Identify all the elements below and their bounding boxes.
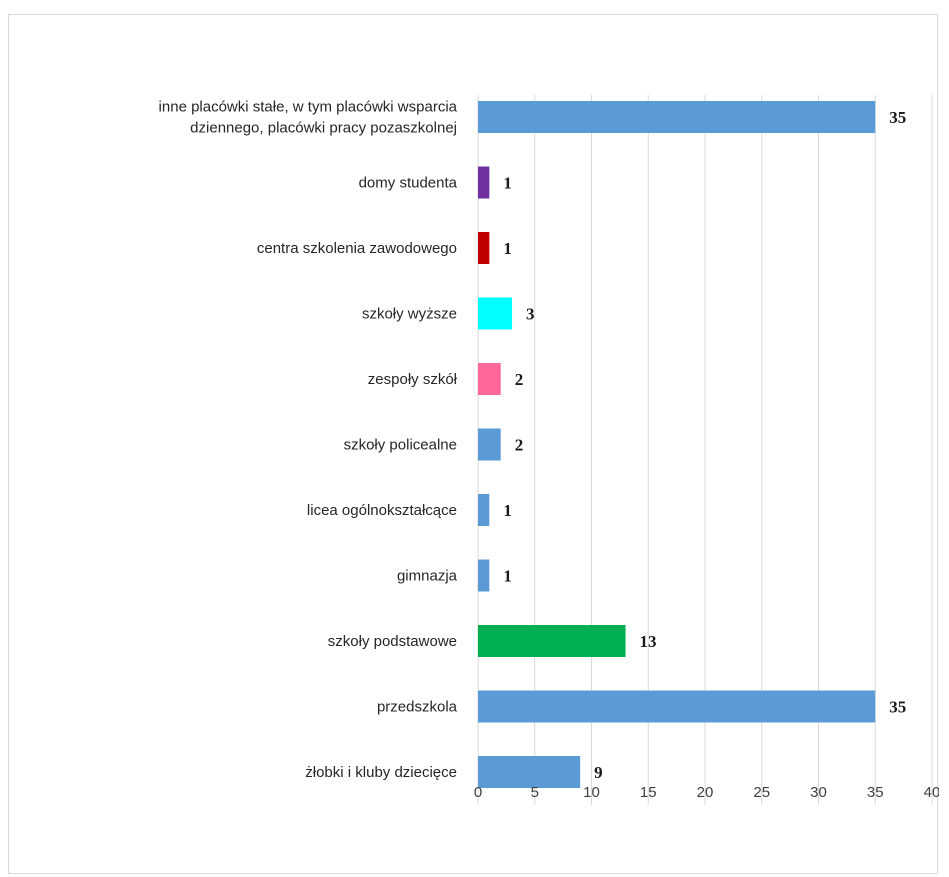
bars bbox=[478, 101, 876, 788]
category-label: dziennego, placówki pracy pozaszkolnej bbox=[190, 120, 457, 137]
category-label: szkoły policealne bbox=[344, 437, 457, 454]
category-label: licea ogólnokształcące bbox=[307, 502, 457, 519]
data-label: 1 bbox=[503, 239, 512, 258]
x-tick-label: 15 bbox=[640, 784, 657, 801]
category-label: żłobki i kluby dziecięce bbox=[305, 764, 457, 781]
data-label: 35 bbox=[889, 108, 906, 127]
x-axis-ticks: 0 5 10 15 20 25 30 35 40 bbox=[474, 784, 939, 801]
bar bbox=[478, 101, 876, 133]
data-label: 1 bbox=[503, 567, 512, 586]
bar-chart: inne placówki stałe, w tym placówki wspa… bbox=[159, 95, 939, 805]
bar bbox=[478, 625, 626, 657]
category-label: przedszkola bbox=[377, 699, 458, 716]
bar bbox=[478, 363, 501, 395]
bar bbox=[478, 232, 490, 264]
x-tick-label: 5 bbox=[531, 784, 539, 801]
data-label: 3 bbox=[526, 305, 535, 324]
category-label: domy studenta bbox=[359, 175, 458, 192]
gridlines bbox=[477, 95, 933, 805]
category-label: szkoły wyższe bbox=[362, 306, 457, 323]
chart-area: inne placówki stałe, w tym placówki wspa… bbox=[8, 14, 939, 874]
bar bbox=[478, 690, 876, 723]
data-label: 35 bbox=[889, 698, 906, 717]
data-label: 13 bbox=[640, 632, 657, 651]
bar bbox=[478, 559, 490, 592]
data-label: 1 bbox=[503, 174, 512, 193]
bar bbox=[478, 297, 513, 330]
data-label: 2 bbox=[515, 436, 524, 455]
bar bbox=[478, 756, 581, 788]
x-tick-label: 20 bbox=[697, 784, 714, 801]
x-tick-label: 30 bbox=[810, 784, 827, 801]
category-labels: inne placówki stałe, w tym placówki wspa… bbox=[159, 99, 458, 782]
bar bbox=[478, 494, 490, 526]
category-label: gimnazja bbox=[397, 568, 458, 585]
x-tick-label: 0 bbox=[474, 784, 482, 801]
x-tick-label: 10 bbox=[583, 784, 600, 801]
bar bbox=[478, 166, 490, 199]
x-tick-label: 25 bbox=[753, 784, 770, 801]
category-label: szkoły podstawowe bbox=[328, 633, 457, 650]
x-tick-label: 40 bbox=[924, 784, 939, 801]
category-label: zespoły szkół bbox=[368, 371, 458, 388]
bar bbox=[478, 428, 501, 461]
category-label: centra szkolenia zawodowego bbox=[257, 240, 457, 257]
category-label: inne placówki stałe, w tym placówki wspa… bbox=[159, 99, 458, 116]
x-tick-label: 35 bbox=[867, 784, 884, 801]
data-label: 2 bbox=[515, 370, 524, 389]
data-label: 1 bbox=[503, 501, 512, 520]
data-label: 9 bbox=[594, 763, 603, 782]
